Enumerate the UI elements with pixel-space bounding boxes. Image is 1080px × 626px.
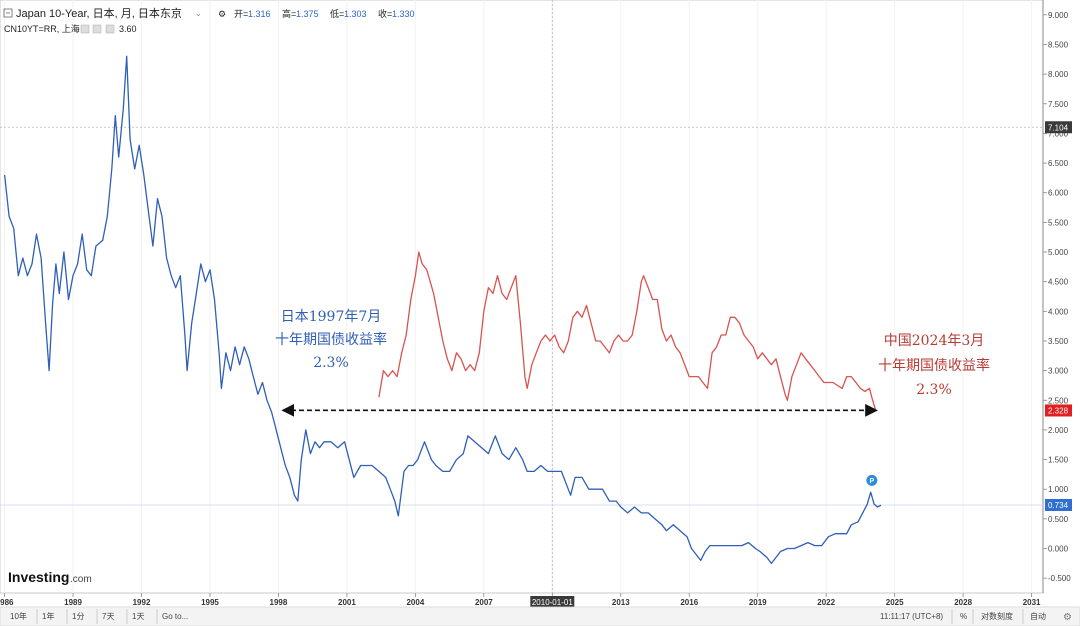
ohlc-label: 收=	[378, 8, 392, 19]
investing-logo: Investing .com	[8, 569, 92, 585]
eye-icon[interactable]	[80, 24, 90, 34]
x-tick-label: 1998	[270, 598, 288, 607]
x-tick-label: 2022	[817, 598, 835, 607]
y-tick-label: 2.500	[1048, 396, 1069, 405]
x-tick-label: 1992	[133, 598, 151, 607]
annotation-left-line2: 十年期国债收益率	[275, 331, 387, 348]
plot-frame	[0, 0, 1044, 594]
y-tick-label: 5.500	[1048, 218, 1069, 227]
y-tick-label: 9.000	[1048, 11, 1069, 20]
close-icon[interactable]	[105, 24, 115, 34]
toolbar-percent-button[interactable]: %	[960, 612, 967, 621]
y-axis: -0.500 0.000 0.500 1.000 1.500 2.000 2.500 3.00…	[1043, 11, 1071, 583]
settings-icon[interactable]	[92, 24, 102, 34]
logo-main: Investing	[8, 569, 69, 585]
compare-symbol: CN10YT=RR, 上海	[4, 23, 80, 34]
y-tick-label: 3.500	[1048, 337, 1069, 346]
series-line-china	[378, 251, 876, 410]
toolbar-time: 11:11:17 (UTC+8)	[880, 612, 943, 621]
compare-value: 3.60	[119, 24, 137, 34]
ohlc-readout: 开= 1.316 高= 1.375 低= 1.303 收= 1.330	[234, 8, 415, 19]
y-tick-label: 4.000	[1048, 307, 1069, 316]
toolbar-log-button[interactable]: 对数刻度	[981, 611, 1013, 621]
ohlc-label: 高=	[282, 8, 296, 19]
x-tick-highlight	[530, 596, 575, 608]
price-label-box	[1045, 404, 1072, 417]
toolbar-range-button[interactable]: 1天	[132, 612, 144, 621]
price-labels: 7.104 2.328 0.734	[1045, 121, 1072, 511]
ohlc-value: 1.303	[344, 9, 367, 19]
ohlc-label: 开=	[234, 9, 248, 19]
collapse-icon[interactable]	[3, 8, 13, 18]
x-tick-label: 2007	[475, 598, 493, 607]
y-tick-label: 1.500	[1048, 456, 1069, 465]
event-marker-label: P	[869, 478, 874, 485]
toolbar-range-button[interactable]: 10年	[10, 611, 27, 621]
series-group	[3, 55, 882, 565]
x-tick-label: 1995	[201, 598, 219, 607]
y-tick-label: 2.000	[1048, 426, 1069, 435]
annotation-right-line3: 2.3%	[916, 382, 952, 398]
x-tick-label: 2019	[749, 598, 767, 607]
series-line-japan	[3, 55, 882, 565]
price-label-box	[1045, 121, 1072, 134]
chart-header: Japan 10-Year, 日本, 月, 日本东京 ⌄ ⚙ 开= 1.316 高=…	[3, 6, 415, 34]
toolbar-ranges: 10年 1年 1分 7天 1天 Go to...	[10, 609, 188, 624]
bottom-toolbar	[0, 606, 1080, 626]
chart-title: Japan 10-Year, 日本, 月, 日本东京	[16, 6, 182, 20]
price-label-text: 2.328	[1048, 406, 1069, 415]
x-tick-label: 2013	[612, 598, 630, 607]
settings-gear-icon[interactable]: ⚙	[1063, 612, 1072, 623]
y-tick-label: 5.000	[1048, 248, 1069, 257]
event-marker-icon[interactable]: P	[866, 474, 878, 486]
annotation-left-line1: 日本1997年7月	[281, 309, 382, 325]
toolbar-range-button[interactable]: 1分	[72, 612, 84, 621]
price-label-box	[1045, 498, 1072, 511]
annotation-right-line1: 中国2024年3月	[884, 333, 985, 349]
x-tick-label: 2004	[406, 598, 424, 607]
y-tick-label: 0.000	[1048, 545, 1069, 554]
toolbar-auto-button[interactable]: 自动	[1030, 611, 1046, 621]
x-tick-label: 1986	[0, 598, 14, 607]
x-gridlines	[4, 0, 1033, 593]
x-tick-label: 2001	[338, 598, 356, 607]
price-label-text: 0.734	[1048, 501, 1069, 510]
x-axis: 1986 1989 1992 1995 1998 2001 2004 2007 2010-01-…	[0, 593, 1041, 608]
y-tick-label: 3.000	[1048, 367, 1069, 376]
y-tick-label: 8.000	[1048, 70, 1069, 79]
x-tick-label: 2016	[680, 598, 698, 607]
annotation-left: 日本1997年7月 十年期国债收益率 2.3%	[275, 309, 387, 371]
compare-dropdown-icon[interactable]: ⌄	[72, 26, 78, 33]
toolbar-range-button[interactable]: 1年	[42, 611, 54, 621]
x-tick-label: 2025	[886, 598, 904, 607]
ohlc-value: 1.375	[296, 9, 319, 19]
x-tick-label: 2028	[954, 598, 972, 607]
annotation-left-line3: 2.3%	[313, 355, 349, 371]
ohlc-value: 1.330	[392, 9, 415, 19]
y-tick-label: 7.500	[1048, 100, 1069, 109]
y-tick-label: 0.500	[1048, 515, 1069, 524]
ohlc-value: 1.316	[248, 9, 271, 19]
title-dropdown-icon[interactable]: ⌄	[195, 9, 202, 18]
y-tick-label: 6.000	[1048, 189, 1069, 198]
x-tick-label: 2031	[1023, 598, 1041, 607]
price-label-text: 7.104	[1048, 123, 1069, 132]
toolbar-range-button[interactable]: Go to...	[162, 612, 188, 621]
y-tick-label: -0.500	[1048, 574, 1071, 583]
logo-suffix: .com	[70, 574, 92, 585]
ohlc-label: 低=	[330, 8, 344, 19]
y-tick-label: 6.500	[1048, 159, 1069, 168]
annotation-right-line2: 十年期国债收益率	[878, 357, 990, 374]
x-tick-label: 1989	[64, 598, 82, 607]
y-tick-label: 4.500	[1048, 278, 1069, 287]
y-tick-label: 7.000	[1048, 129, 1069, 138]
gear-icon[interactable]: ⚙	[218, 9, 226, 19]
y-tick-label: 8.500	[1048, 40, 1069, 49]
x-tick-label: 2010-01-01	[532, 598, 573, 607]
y-tick-label: 1.000	[1048, 485, 1069, 494]
annotation-right: 中国2024年3月 十年期国债收益率 2.3%	[878, 333, 990, 398]
toolbar-range-button[interactable]: 7天	[102, 612, 114, 621]
